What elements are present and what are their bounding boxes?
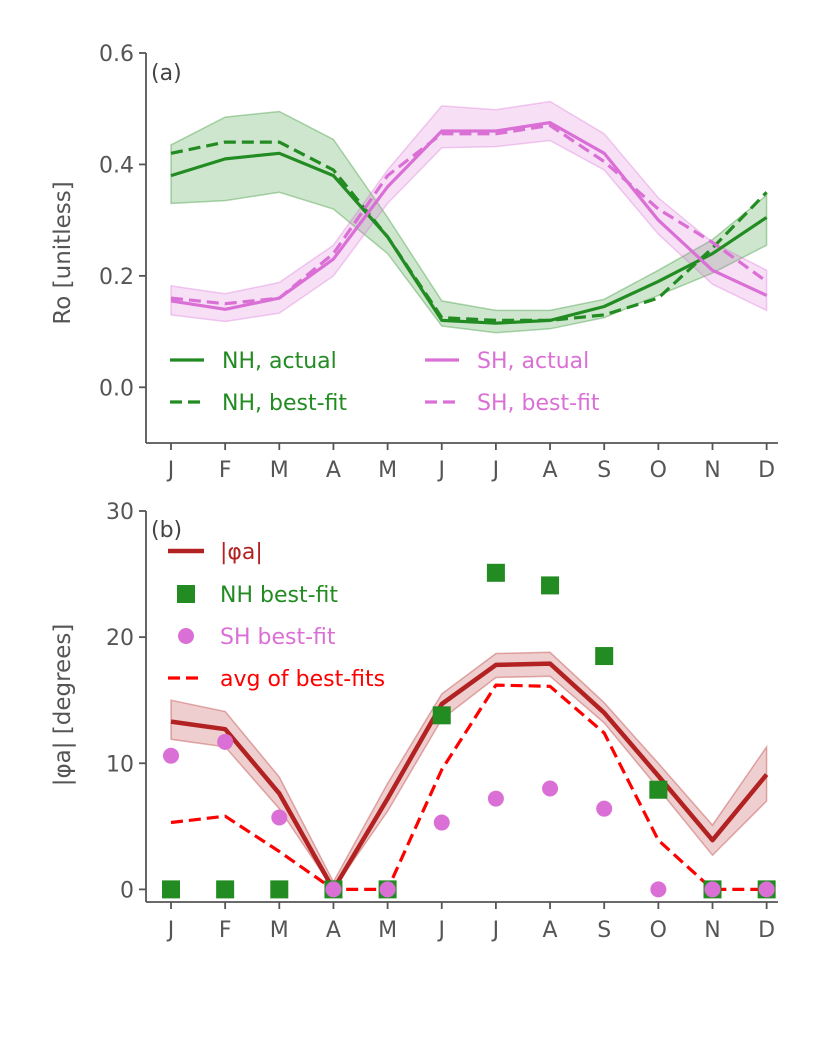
x-tick-label: M [378,458,397,483]
panel-a-legend: NH, actual NH, best-fit SH, actual SH, best… [170,349,600,416]
sh-circle-marker [379,881,396,898]
x-tick-label: A [543,918,558,943]
x-tick-label: M [378,918,397,943]
x-tick-label: A [326,458,341,483]
nh-square-marker [270,880,289,899]
band-a-2 [170,100,768,323]
panel-a-ro-chart: 0.0 0.2 0.4 0.6 J F M A M J J A S O N D (a) Ro [unitles… [50,42,778,483]
x-tick-label: J [437,458,446,483]
x-tick-label: J [491,458,500,483]
panel-b-markers [162,563,776,899]
sh-circle-marker [650,881,667,898]
x-tick-label: D [758,458,775,483]
x-tick-label: J [166,458,175,483]
x-tick-label: J [166,918,175,943]
band-a-0 [170,110,768,334]
legend-label: NH, best-fit [222,391,347,416]
x-tick-label: F [219,918,232,943]
x-tick-label: J [491,918,500,943]
x-tick-label: A [326,918,341,943]
sh-circle-marker [596,800,613,817]
line-b-1 [170,683,767,891]
legend-swatch [177,585,195,603]
line-a-3 [170,123,768,306]
panel-b-label: (b) [151,518,182,543]
panel-b-legend: |φa| NH best-fit SH best-fit avg of best-fi… [168,540,385,692]
y-tick-label: 0.2 [99,265,134,290]
panel-a-lines [170,121,768,325]
line-a-1 [170,140,768,322]
legend-label: SH, actual [477,349,589,374]
x-tick-label: N [704,918,720,943]
y-tick-label: 10 [106,752,134,777]
nh-square-marker [432,706,451,725]
x-tick-label: O [650,918,667,943]
legend-label: NH, actual [222,349,337,374]
nh-square-marker [541,576,560,595]
y-tick-label: 0.4 [99,153,134,178]
panel-b-ylabel: |φa| [degrees] [50,624,76,787]
nh-square-marker [649,780,668,799]
x-tick-label: F [219,458,232,483]
x-tick-label: M [270,458,289,483]
panel-b-axes: 0 10 20 30 J F M A M J J A S O N D [106,500,778,943]
legend-swatch [178,628,194,644]
sh-circle-marker [163,747,179,764]
line-a-0 [170,151,768,325]
sh-circle-marker [325,881,342,898]
x-tick-label: J [437,918,446,943]
x-tick-label: O [650,458,667,483]
sh-circle-marker [271,809,288,826]
legend-label: |φa| [220,540,263,565]
sh-circle-marker [542,780,559,797]
panel-a-ylabel: Ro [unitless] [50,181,76,324]
legend-label: SH best-fit [220,625,336,650]
x-tick-label: A [543,458,558,483]
sh-circle-marker [217,733,234,750]
nh-square-marker [595,647,614,666]
x-tick-label: N [704,458,720,483]
x-tick-label: D [758,918,775,943]
legend-label: avg of best-fits [220,667,385,692]
legend-label: NH best-fit [220,583,338,608]
sh-circle-marker [758,881,775,898]
x-tick-label: S [597,918,611,943]
nh-square-marker [486,563,505,582]
panel-a-label: (a) [151,61,182,86]
y-tick-label: 0.0 [99,376,134,401]
panel-a-bands [170,100,768,334]
panel-b-phi-chart: 0 10 20 30 J F M A M J J A S O N D (b) |φa| [degrees] |… [50,500,778,943]
y-tick-label: 0.6 [99,42,134,67]
y-tick-label: 20 [106,626,134,651]
nh-square-marker [216,880,235,899]
y-tick-label: 30 [106,500,134,525]
legend-label: SH, best-fit [477,391,600,416]
y-tick-label: 0 [120,878,134,903]
sh-circle-marker [487,790,504,807]
x-tick-label: S [597,458,611,483]
sh-circle-marker [704,881,721,898]
x-tick-label: M [270,918,289,943]
sh-circle-marker [433,814,450,831]
nh-square-marker [162,880,180,899]
panel-a-axes: 0.0 0.2 0.4 0.6 J F M A M J J A S O N D [99,42,778,483]
